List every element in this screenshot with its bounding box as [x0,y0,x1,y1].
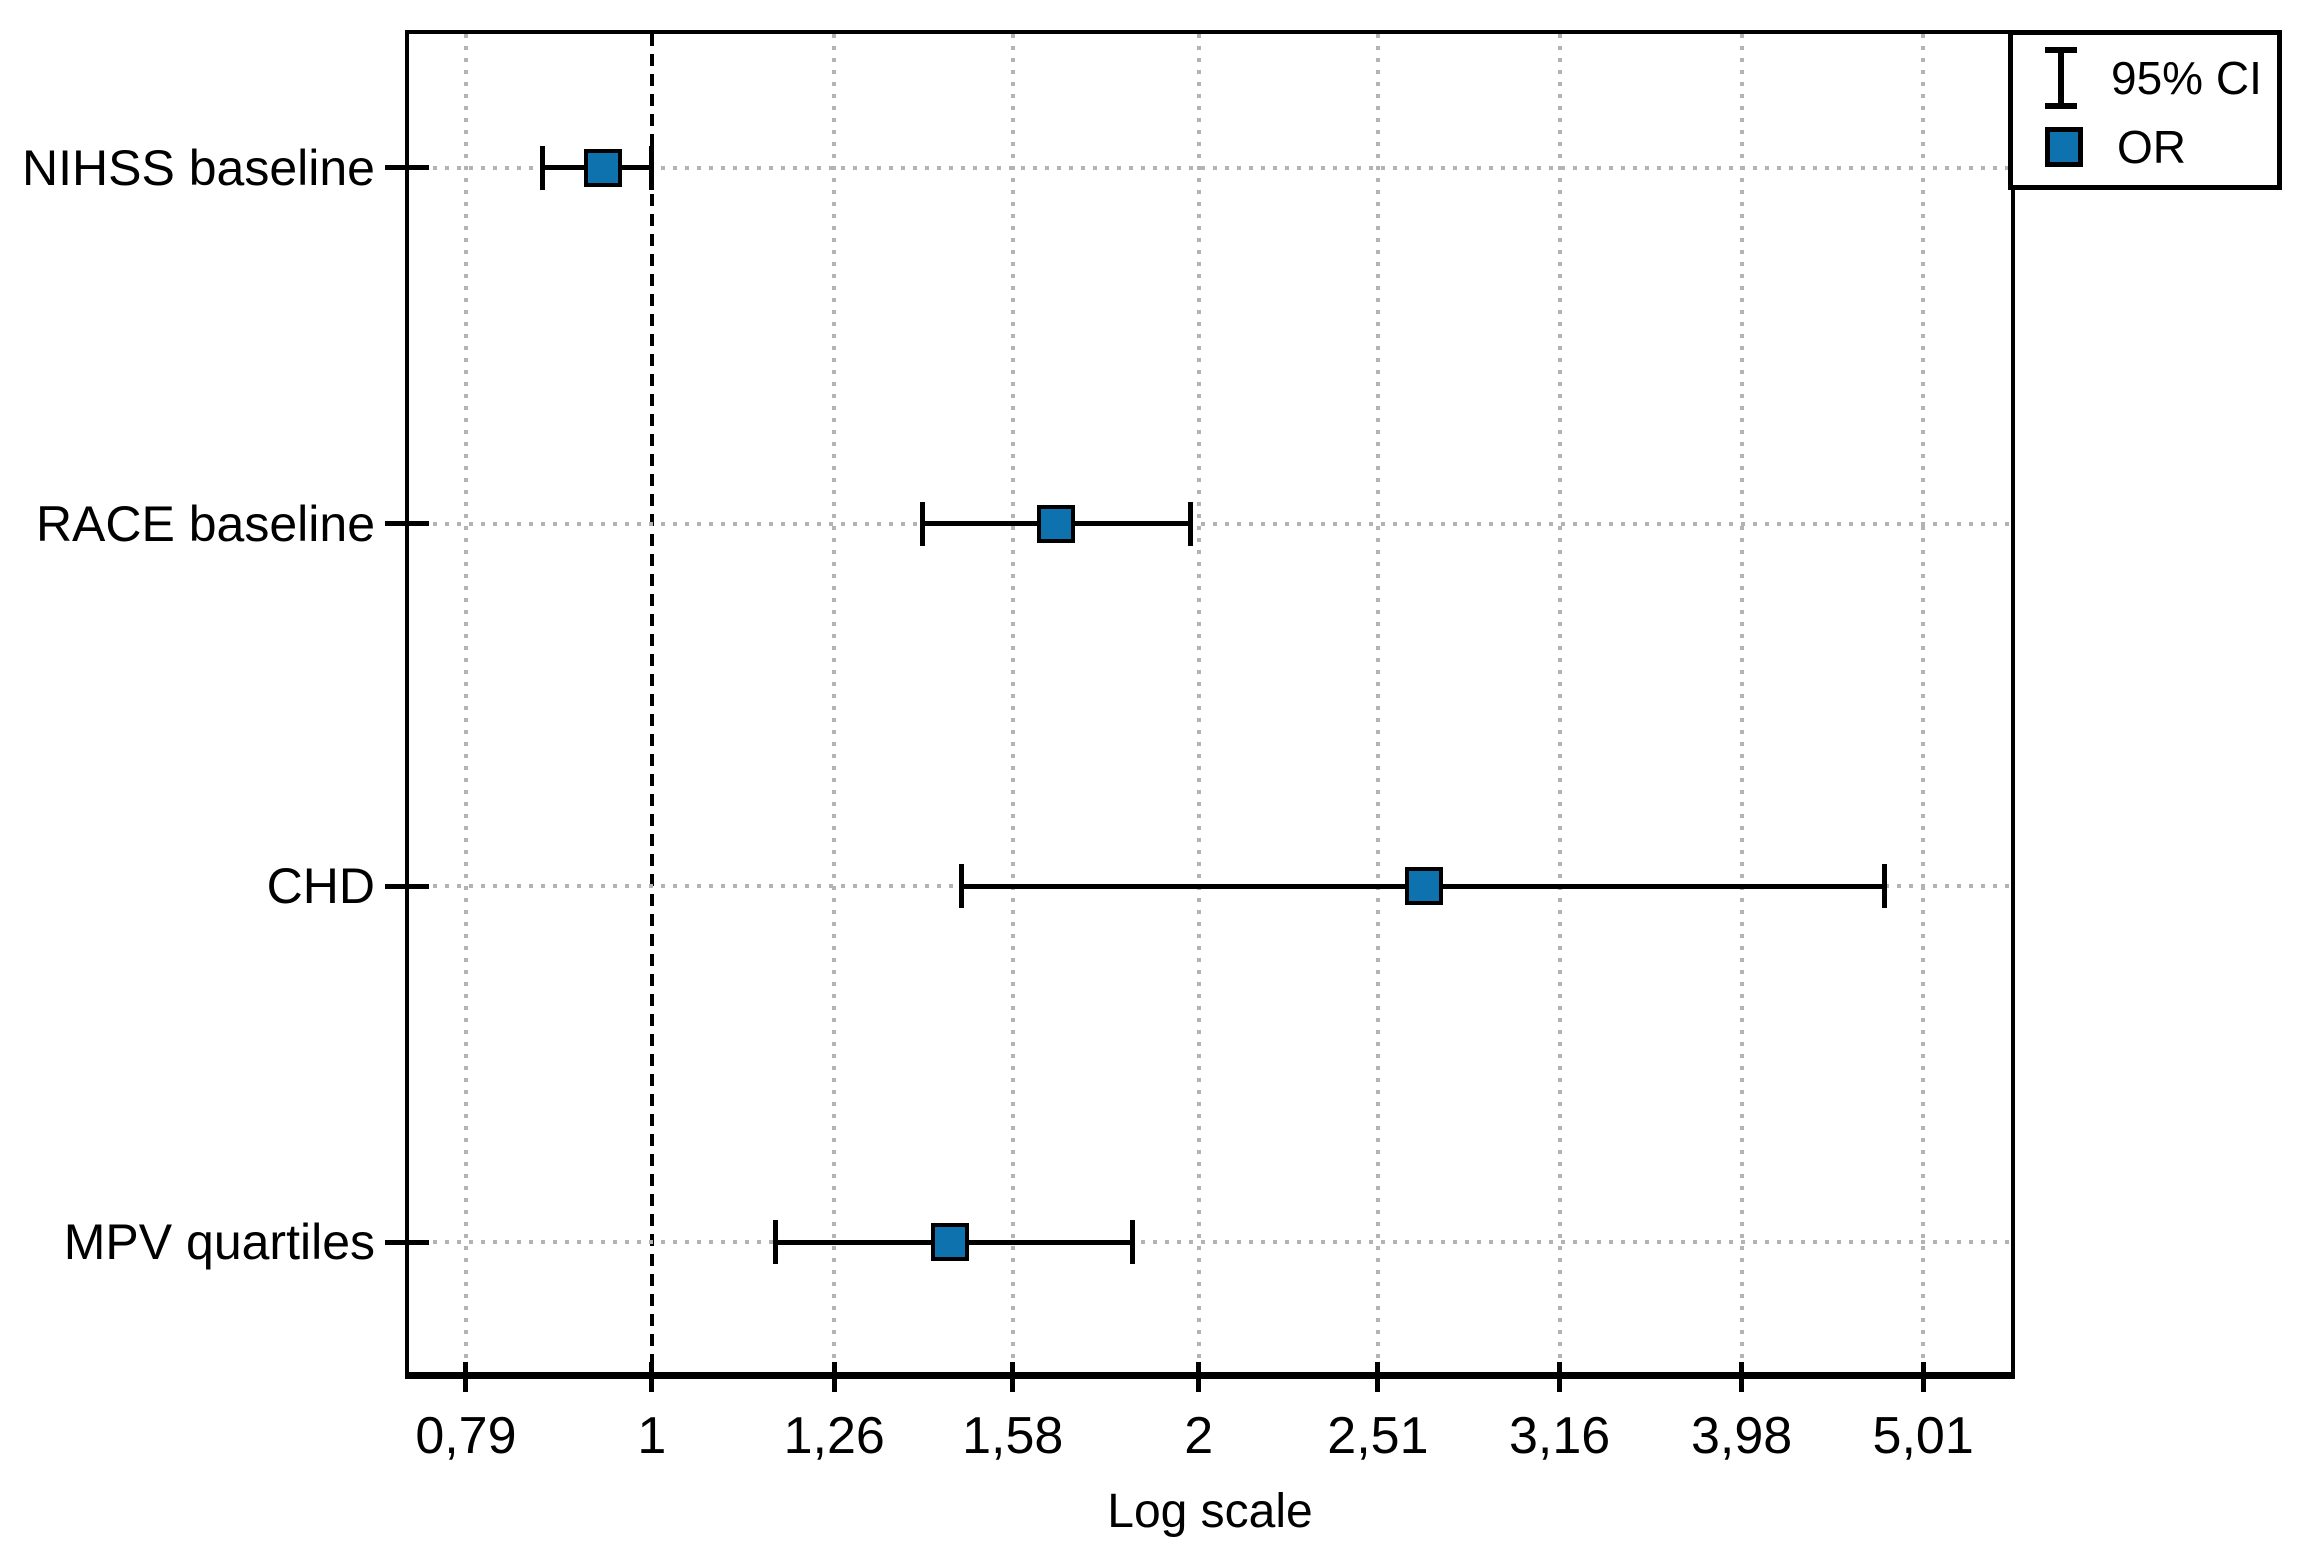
legend-label-ci: 95% CI [2111,51,2262,104]
ci-cap-low [958,864,964,909]
or-marker [1037,504,1076,543]
x-tick-label: 3,98 [1690,1407,1793,1465]
x-axis-tick [463,1362,469,1392]
x-axis-tick [1010,1362,1016,1392]
x-tick-label: 0,79 [415,1407,517,1465]
x-axis-tick [649,1362,655,1392]
x-tick-label: 3,16 [1508,1407,1611,1465]
x-axis-tick [1196,1362,1202,1392]
category-label: MPV quartiles [63,1214,375,1271]
y-axis-tick [385,1239,429,1245]
ci-cap-low [539,145,545,190]
category-label: NIHSS baseline [22,139,375,196]
vertical-gridline [832,34,837,1372]
x-tick-label: 1 [637,1407,667,1465]
plot-area [385,30,2015,1392]
category-label: RACE baseline [35,495,375,552]
x-axis-tick [1920,1362,1926,1392]
vertical-gridline [1196,34,1201,1372]
ci-cap-high [649,145,655,190]
vertical-gridline [1375,34,1380,1372]
y-axis-tick [385,165,429,171]
x-tick-label: 5,01 [1872,1407,1974,1465]
legend-item-ci: 95% CI [2045,46,2277,109]
or-marker [931,1223,970,1262]
horizontal-gridline [409,1240,2011,1245]
x-axis-tick [1557,1362,1563,1392]
reference-line-x1 [649,34,654,1372]
ci-cap-high [1130,1220,1136,1265]
legend-item-or: OR [2045,120,2277,174]
ci-cap-low [920,501,926,546]
ci-cap-high [1881,864,1887,909]
y-axis-tick [385,521,429,527]
vertical-gridline [1921,34,1926,1372]
ci-cap-low [773,1220,779,1265]
ci-cap-high [1188,501,1194,546]
vertical-gridline [463,34,468,1372]
or-square-icon [2045,126,2083,167]
x-tick-label: 2 [1184,1407,1214,1465]
x-axis-tick [831,1362,837,1392]
category-label: CHD [266,858,375,915]
y-axis-tick [385,883,429,889]
x-tick-label: 2,51 [1327,1407,1429,1465]
horizontal-gridline [409,165,2011,170]
legend: 95% CI OR [2008,30,2282,190]
x-axis-tick [1375,1362,1381,1392]
vertical-gridline [1557,34,1562,1372]
horizontal-gridline [409,521,2011,526]
vertical-gridline [1010,34,1015,1372]
or-marker [1404,867,1443,906]
vertical-gridline [1739,34,1744,1372]
error-bar-icon [2045,46,2077,109]
or-marker [584,148,623,187]
legend-label-or: OR [2117,120,2186,173]
x-tick-label: 1,26 [783,1407,885,1465]
x-axis-title: Log scale [1107,1485,1313,1538]
x-tick-label: 1,58 [962,1407,1064,1465]
x-axis-tick [1739,1362,1745,1392]
